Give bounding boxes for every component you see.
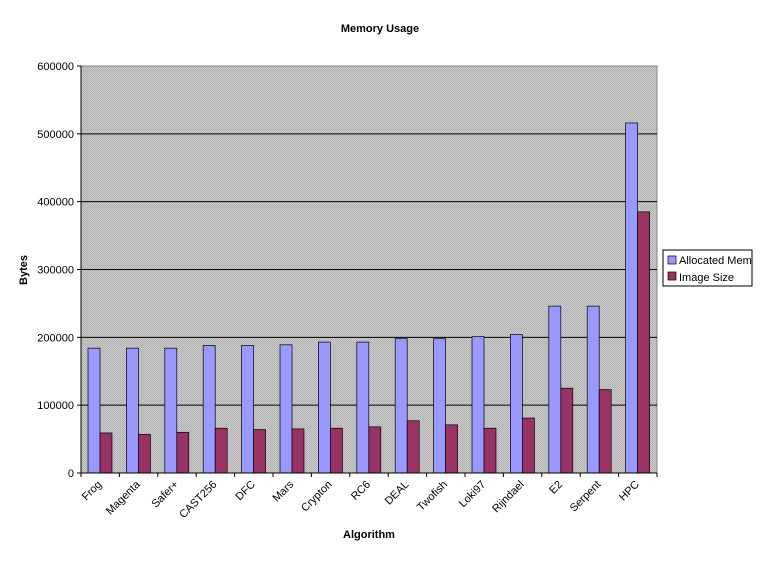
x-tick-label: Frog [80, 479, 104, 503]
bar-image-size-loki97 [483, 427, 497, 474]
x-tick-label: Twofish [415, 479, 450, 514]
bar-allocated-mem-loki97 [471, 336, 485, 474]
bar-allocated-mem-rijndael [510, 334, 523, 474]
bar-allocated-mem-deal [394, 338, 408, 474]
y-tick-label: 100000 [37, 400, 74, 412]
bar-image-size-frog [99, 432, 113, 474]
bar-image-size-twofish [445, 424, 458, 474]
y-tick-label: 200000 [37, 332, 74, 344]
bar-image-size-rc6 [368, 426, 382, 474]
legend-box [662, 249, 753, 287]
x-axis-title: Algorithm [343, 529, 395, 541]
x-tick-label: Safer+ [150, 479, 182, 511]
legend-swatch-image-size [667, 271, 677, 281]
x-tick-label: Magenta [104, 478, 143, 517]
x-tick-label: Crypton [299, 479, 335, 515]
bar-image-size-deal [406, 420, 420, 474]
y-tick-label: 0 [68, 468, 74, 480]
bar-image-size-safer [176, 431, 190, 474]
bar-allocated-mem-twofish [433, 338, 446, 474]
bars [87, 122, 650, 474]
bar-allocated-mem-safer [164, 347, 178, 474]
legend-swatch-allocated-mem [667, 255, 677, 265]
bar-image-size-hpc [637, 211, 650, 474]
bar-allocated-mem-mars [279, 344, 293, 474]
x-tick-label: E2 [547, 479, 565, 497]
bar-image-size-mars [291, 428, 305, 474]
bar-allocated-mem-crypton [318, 341, 331, 474]
chart-title: Memory Usage [341, 23, 419, 35]
bar-image-size-magenta [138, 433, 151, 474]
bar-image-size-serpent [598, 389, 612, 474]
x-tick-label: Serpent [568, 479, 604, 515]
bar-allocated-mem-frog [87, 347, 101, 474]
bar-allocated-mem-e2 [548, 305, 562, 474]
x-tick-label: DFC [233, 479, 258, 504]
bar-image-size-dfc [253, 429, 266, 474]
x-tick-label: HPC [617, 479, 642, 504]
y-axis-title: Bytes [18, 255, 30, 285]
x-tick-label: RC6 [349, 479, 373, 503]
bar-image-size-rijndael [522, 417, 535, 474]
bar-image-size-crypton [330, 427, 343, 474]
x-tick-label: Rijndael [490, 479, 527, 516]
legend-label-allocated-mem: Allocated Mem [679, 255, 752, 267]
bar-allocated-mem-dfc [241, 345, 254, 474]
legend-label-image-size: Image Size [679, 272, 734, 284]
x-tick-label: CAST256 [177, 479, 219, 521]
bar-allocated-mem-hpc [625, 122, 638, 474]
y-tick-label: 500000 [37, 129, 74, 141]
x-axis-ticks: Frog Magenta Safer+CAST256 DFC Mars Crypton RC… [80, 473, 658, 521]
x-tick-label: DEAL [383, 479, 412, 508]
bar-image-size-e2 [560, 387, 574, 474]
y-tick-label: 600000 [37, 61, 74, 73]
y-axis-ticks: 0 100000 200000 300000 400000 500000 600000 [37, 61, 81, 480]
legend: Allocated Mem Image Size [662, 249, 753, 287]
bar-allocated-mem-magenta [126, 347, 139, 474]
x-tick-label: Loki97 [457, 479, 488, 510]
bar-image-size-cast256 [214, 427, 228, 474]
bar-allocated-mem-rc6 [356, 341, 370, 474]
y-tick-label: 300000 [37, 265, 74, 277]
y-tick-label: 400000 [37, 197, 74, 209]
bar-allocated-mem-cast256 [202, 345, 216, 474]
x-tick-label: Mars [271, 478, 297, 504]
bar-allocated-mem-serpent [586, 305, 600, 474]
